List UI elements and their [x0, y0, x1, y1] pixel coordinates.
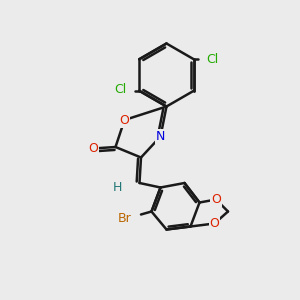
Text: O: O	[211, 193, 221, 206]
Text: Br: Br	[118, 212, 131, 225]
Text: H: H	[112, 181, 122, 194]
Text: Cl: Cl	[206, 53, 218, 66]
Text: O: O	[88, 142, 98, 155]
Text: O: O	[120, 113, 129, 127]
Text: Cl: Cl	[115, 83, 127, 96]
Text: N: N	[156, 130, 165, 143]
Text: O: O	[210, 217, 219, 230]
